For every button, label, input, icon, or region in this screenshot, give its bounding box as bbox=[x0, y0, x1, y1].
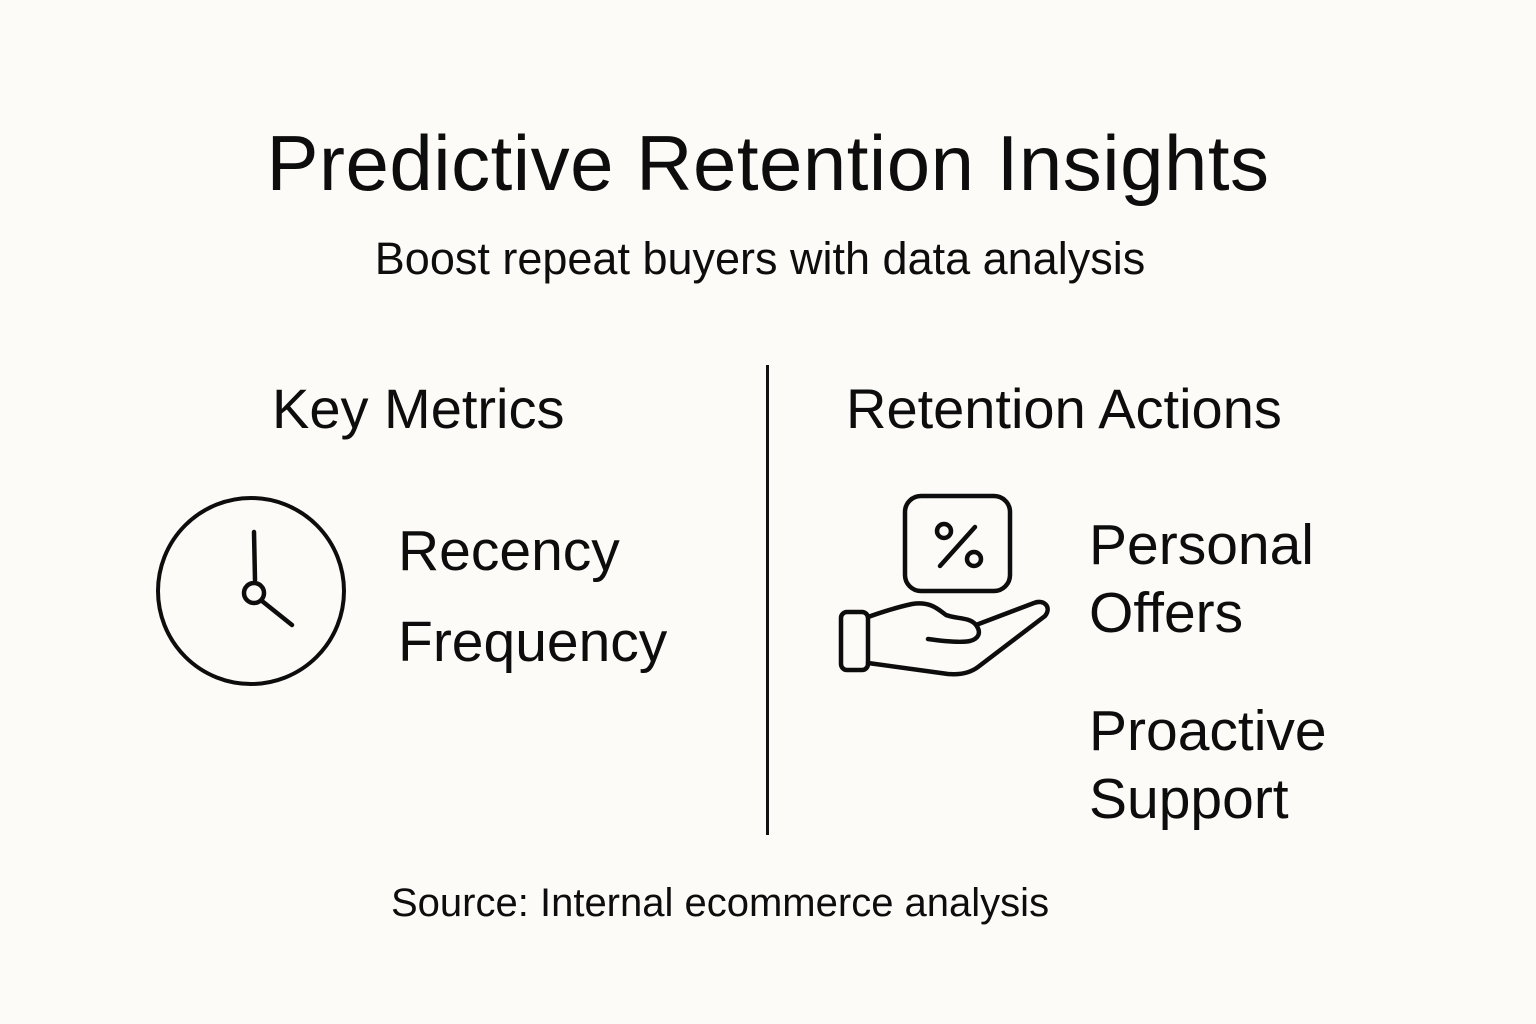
clock-icon bbox=[156, 496, 346, 686]
action-personal-offers-line2: Offers bbox=[1089, 581, 1244, 645]
hand-percent-offer-icon bbox=[838, 493, 1050, 677]
action-proactive-support-line1: Proactive bbox=[1089, 699, 1327, 763]
retention-actions-heading: Retention Actions bbox=[846, 377, 1282, 440]
source-note: Source: Internal ecommerce analysis bbox=[391, 881, 1050, 925]
page-title: Predictive Retention Insights bbox=[266, 119, 1270, 207]
metric-frequency: Frequency bbox=[398, 610, 668, 674]
action-personal-offers-line1: Personal bbox=[1089, 513, 1314, 577]
action-proactive-support-line2: Support bbox=[1089, 767, 1289, 831]
metric-recency: Recency bbox=[398, 519, 620, 583]
page-subtitle: Boost repeat buyers with data analysis bbox=[374, 233, 1146, 284]
section-divider bbox=[766, 365, 769, 835]
key-metrics-heading: Key Metrics bbox=[272, 377, 565, 440]
